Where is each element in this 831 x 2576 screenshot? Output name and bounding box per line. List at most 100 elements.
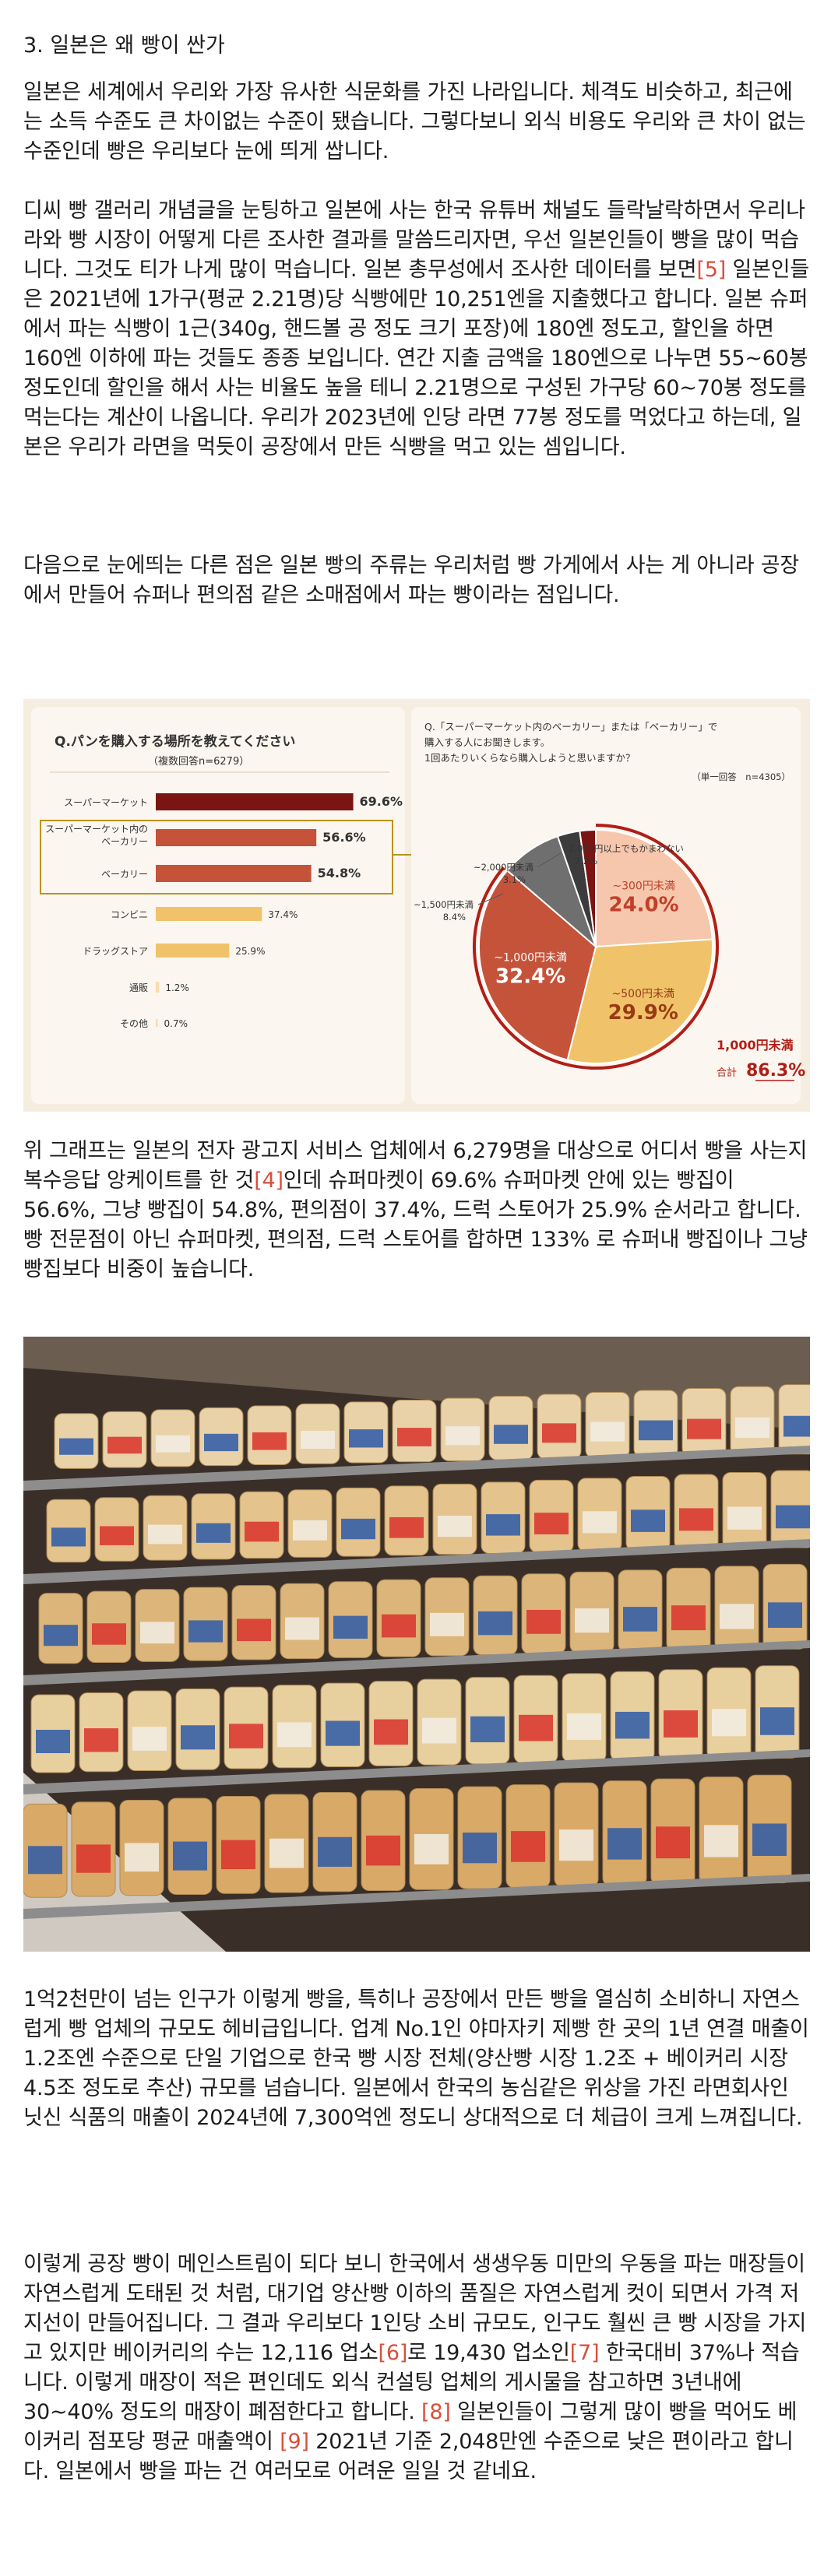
pie-slice-value: 3.1% [503,874,526,885]
bar-value-label: 69.6% [360,794,403,809]
bread-package-label [269,1838,304,1868]
total-annotation-label: 1,000円未満 [717,1038,794,1053]
paragraph-text: 다음으로 눈에띄는 다른 점은 일본 빵의 주류는 우리처럼 빵 가게에서 사는… [23,554,800,607]
article-paragraph: 다음으로 눈에띄는 다른 점은 일본 빵의 주류는 우리처럼 빵 가게에서 사는… [23,551,810,610]
leader-line [477,893,504,905]
bread-package-label [422,1717,456,1744]
pie-slice-label: ~2,000円未満 [474,862,533,873]
bar-chart-title: Q.パンを購入する場所を教えてください [55,733,295,750]
bread-package-label [720,1604,754,1629]
bread-package-label [463,1833,497,1864]
footnote-link[interactable]: [8] [421,2400,451,2424]
pie-slice-value: 29.9% [608,1001,678,1024]
bread-package-label [656,1826,690,1859]
bread-package-label [188,1620,223,1643]
bread-package-label [727,1506,762,1530]
bread-package-label [776,1505,810,1529]
bread-package-label [445,1426,480,1446]
total-annotation-value: 86.3% [746,1061,805,1081]
bread-package-label [196,1523,231,1543]
pie-slice-value: 8.4% [443,912,466,923]
bread-package-label [382,1614,416,1638]
shelf-edge [23,1749,810,1794]
paragraph-text: 로 19,430 업소인 [407,2341,570,2365]
bread-package-label [229,1724,263,1748]
bar-2 [156,865,312,882]
bread-package-label [245,1521,279,1542]
bread-package-label [414,1833,449,1864]
pie-slice-0 [595,828,713,948]
pie-chart-title: 購入する人にお聞きします。 [424,736,550,748]
total-annotation-prefix: 合計 [717,1067,737,1079]
bread-package-label [478,1611,512,1636]
bread-package-label [542,1423,576,1443]
bar-value-label: 54.8% [318,866,361,880]
bar-5 [156,982,160,993]
article-paragraph: 일본은 세계에서 우리와 가장 유사한 식문화를 가진 나라입니다. 체격도 비… [23,78,810,167]
pie-slice-label: ~500円未満 [612,988,674,1000]
bar-0 [156,793,354,810]
pie-slice-value: 24.0% [609,893,679,916]
bread-package-label [148,1524,182,1545]
footnote-link[interactable]: [4] [254,1169,283,1193]
footnote-link[interactable]: [9] [280,2430,309,2454]
bread-package-label [575,1608,609,1633]
bread-package-label [559,1829,593,1861]
article-paragraph: 디씨 빵 갤러리 개념글을 눈팅하고 일본에 사는 한국 유튜버 채널도 들락날… [23,196,810,462]
bar-6 [156,1019,158,1027]
bread-package-label [252,1432,287,1450]
bread-package-label [735,1417,769,1439]
bar-value-label: 25.9% [235,946,265,957]
bar-category-label: ドラッグストア [83,946,148,957]
paragraph-text: 일본은 세계에서 우리와 가장 유사한 식문화를 가진 나라입니다. 체격도 비… [23,80,806,163]
pie-slice-value: 32.4% [495,965,565,989]
footnote-link[interactable]: [5] [696,258,727,282]
bread-package-label [389,1516,424,1538]
bread-package-label [285,1617,319,1640]
bread-package-label [583,1511,617,1534]
leader-line [537,852,562,868]
bar-value-label: 1.2% [165,982,189,993]
bar-category-label: ベーカリー [101,836,148,847]
bread-package-label [519,1714,553,1741]
pie-slice-2 [478,869,597,1061]
bar-category-label: コンビニ [111,909,148,920]
bread-package-label [349,1429,383,1448]
bread-package-label [51,1527,86,1547]
bread-package-label [293,1520,327,1541]
bread-package-label [204,1433,238,1452]
bread-package-label [486,1514,520,1536]
bar-category-label: その他 [120,1018,148,1029]
pie-slice-label: ~300円未満 [612,880,674,892]
bread-package-label [526,1609,561,1634]
bread-package-label [760,1707,794,1735]
bread-package-label [534,1513,569,1534]
pie-slice-label: ~1,000円未満 [494,952,567,965]
pie-slice-label: 2,000円以上でもかまわない [569,843,684,854]
bread-package-label [84,1728,118,1752]
article-paragraph: 위 그래프는 일본의 전자 광고지 서비스 업체에서 6,279명을 대상으로 … [23,1137,810,1284]
footnote-link[interactable]: [7] [569,2341,600,2365]
bread-package-label [132,1727,167,1751]
bread-package-label [59,1438,93,1455]
article-paragraph: 이렇게 공장 빵이 메인스트림이 되다 보니 한국에서 생생우동 미만의 우동을… [23,2250,810,2486]
bread-package-label [704,1825,738,1857]
shelf-edge [23,1640,810,1685]
bread-package-label [301,1430,335,1449]
bread-package-label [397,1428,431,1446]
bread-package-label [623,1607,657,1632]
bread-package-label [494,1425,528,1444]
bar-chart-subtitle: （複数回答n=6279） [148,755,249,768]
paragraph-text: 일본인들이 그렇게 많이 빵을 먹어도 베이커리 점포당 평균 매출액이 [23,2400,798,2454]
footnote-link[interactable]: [6] [378,2341,408,2365]
bread-package-label [92,1623,126,1645]
bread-package-label [277,1722,312,1748]
paragraph-text: 디씨 빵 갤러리 개념글을 눈팅하고 일본에 사는 한국 유튜버 채널도 들락날… [23,199,805,282]
bread-package-label [679,1508,713,1531]
article-paragraph: 1억2천만이 넘는 인구가 이렇게 빵을, 특히나 공장에서 만든 빵을 열심히… [23,1985,810,2133]
bread-package-label [567,1713,601,1740]
bar-value-label: 56.6% [322,830,366,845]
bread-package-label [156,1435,190,1453]
bread-package-label [44,1625,78,1646]
under-1000-ring [473,824,719,1070]
